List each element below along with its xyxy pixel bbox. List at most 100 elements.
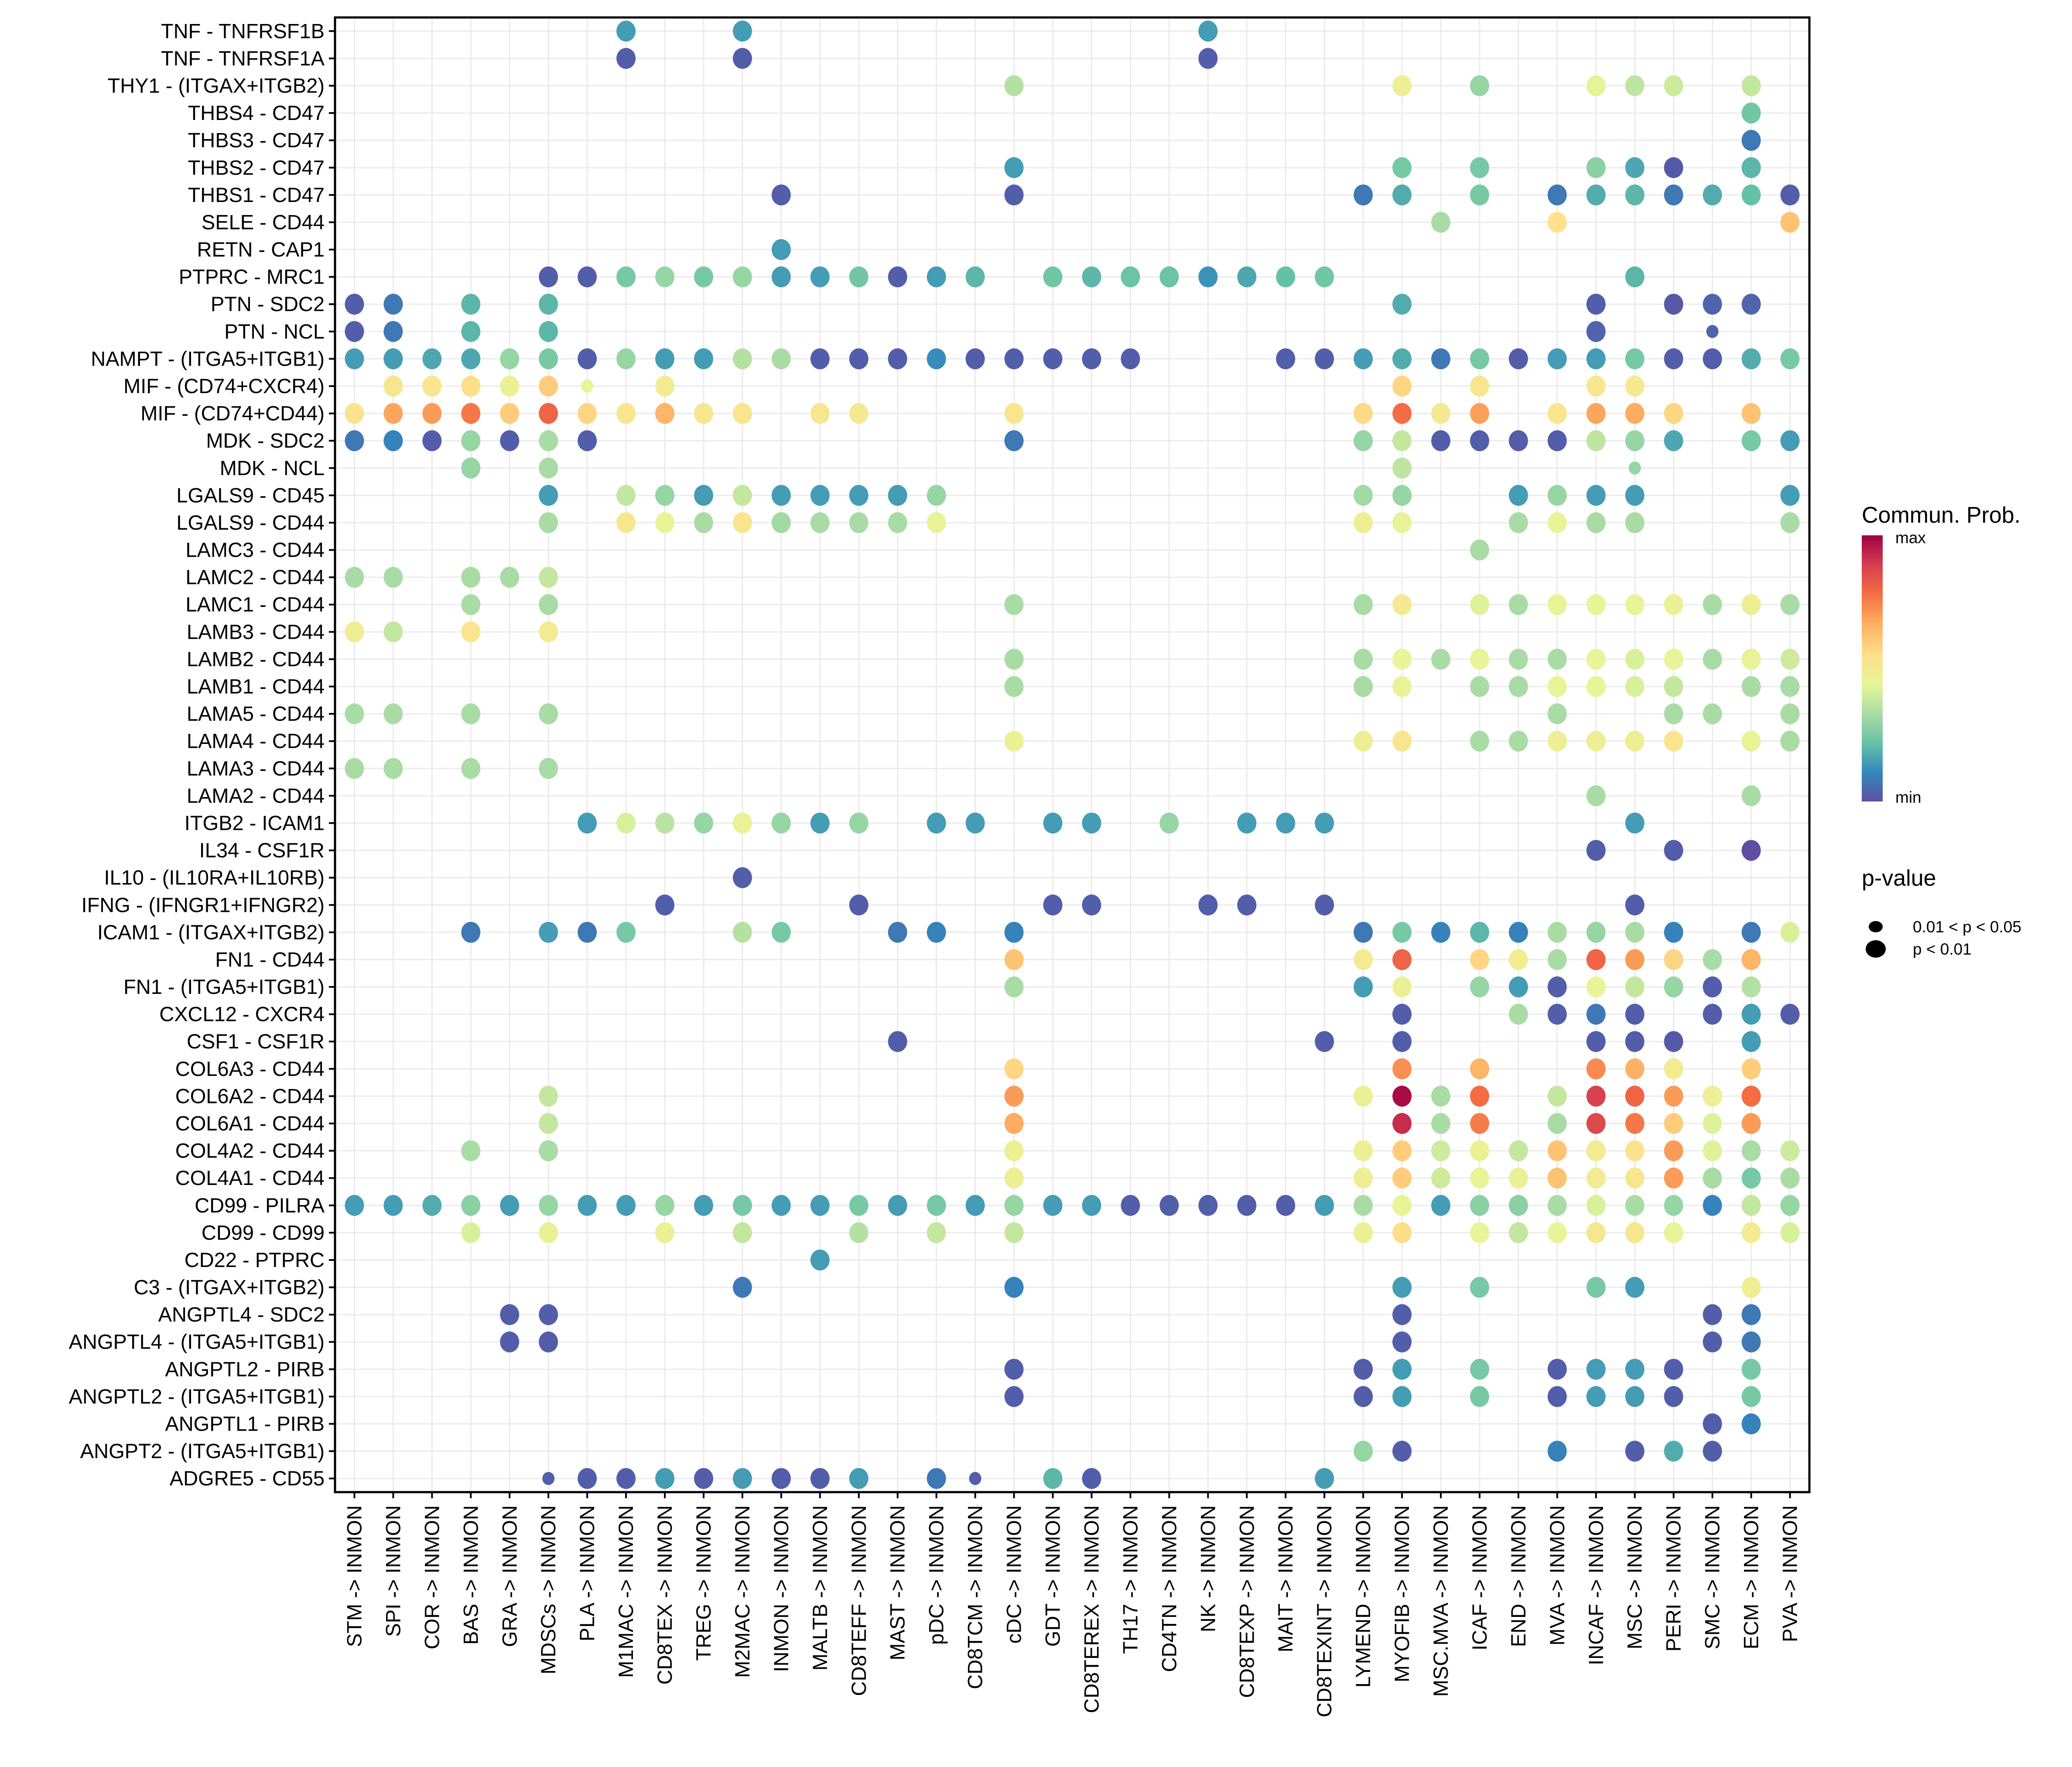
data-point (849, 1468, 868, 1489)
data-point (1741, 1031, 1761, 1052)
data-point (1508, 512, 1528, 533)
data-point (1392, 1003, 1412, 1025)
x-tick-label: cDC -> INMON (1002, 1505, 1026, 1644)
data-point (1586, 430, 1606, 452)
data-point (655, 812, 675, 834)
x-tick-label: CD8TEX -> INMON (653, 1505, 676, 1685)
data-point (732, 403, 752, 424)
size-legend-title: p-value (1862, 866, 1936, 891)
data-point (1625, 1086, 1645, 1107)
data-point (1586, 949, 1606, 970)
data-point (849, 403, 868, 424)
data-point (1780, 1003, 1800, 1025)
data-point (539, 376, 558, 397)
data-point (1780, 703, 1800, 725)
data-point (1741, 594, 1761, 615)
y-tick-label: THBS2 - CD47 (188, 156, 325, 179)
data-point (383, 703, 403, 725)
data-point (771, 921, 791, 943)
data-point (771, 485, 791, 506)
data-point (1004, 1113, 1024, 1134)
y-tick-label: THBS1 - CD47 (188, 183, 325, 206)
data-point (1586, 1113, 1606, 1134)
x-tick-label: GRA -> INMON (498, 1505, 521, 1647)
data-point (1198, 1195, 1218, 1216)
size-legend-large-dot (1866, 940, 1886, 958)
data-point (1780, 648, 1800, 670)
data-point (1664, 294, 1683, 315)
y-tick-label: C3 - (ITGAX+ITGB2) (134, 1276, 325, 1299)
data-point (1004, 1058, 1024, 1079)
data-point (1625, 1003, 1645, 1025)
data-point (1159, 1195, 1179, 1216)
data-point (1625, 1031, 1645, 1052)
data-point (1741, 1113, 1761, 1134)
data-point (1392, 403, 1412, 424)
data-point (1470, 1359, 1489, 1380)
data-point (1664, 75, 1683, 96)
data-point (1664, 1140, 1683, 1161)
data-point (1004, 403, 1024, 424)
data-point (655, 1222, 675, 1243)
x-tick-label: ECM -> INMON (1740, 1505, 1763, 1649)
data-point (1315, 1468, 1334, 1489)
y-tick-label: PTN - NCL (224, 320, 325, 343)
data-point (1664, 921, 1683, 943)
data-point (1547, 1140, 1567, 1161)
data-point (1392, 430, 1412, 452)
data-point (810, 348, 830, 370)
data-point (1431, 921, 1450, 943)
data-point (1586, 157, 1606, 178)
data-point (1625, 485, 1645, 506)
data-point (1237, 266, 1257, 288)
data-point (771, 1195, 791, 1216)
data-point (1703, 1331, 1722, 1353)
y-tick-label: ITGB2 - ICAM1 (185, 811, 325, 834)
data-point (1004, 1195, 1024, 1216)
data-point (461, 348, 481, 370)
data-point (1004, 1222, 1024, 1243)
data-point (1741, 976, 1761, 998)
data-point (1741, 1222, 1761, 1243)
data-point (1508, 1195, 1528, 1216)
data-point (655, 1468, 675, 1489)
data-point (888, 348, 907, 370)
data-point (1741, 1386, 1761, 1407)
data-point (1508, 648, 1528, 670)
data-point (1547, 676, 1567, 697)
data-point (1470, 539, 1489, 561)
y-tick-label: PTPRC - MRC1 (179, 265, 325, 288)
data-point (1547, 184, 1567, 205)
data-point (810, 512, 830, 533)
data-point (1741, 648, 1761, 670)
x-tick-label: M1MAC -> INMON (614, 1505, 637, 1678)
y-tick-label: IL10 - (IL10RA+IL10RB) (104, 866, 325, 889)
data-point (1547, 1359, 1567, 1380)
data-point (1664, 1386, 1683, 1407)
data-point (500, 1304, 520, 1325)
data-point (1780, 1195, 1800, 1216)
data-point (732, 1195, 752, 1216)
y-tick-label: IL34 - CSF1R (199, 839, 325, 862)
data-point (1004, 184, 1024, 205)
y-axis: TNF - TNFRSF1B TNF - TNFRSF1A THY1 - (ITGA… (69, 19, 335, 1490)
data-point (965, 266, 985, 288)
data-point (1392, 1086, 1412, 1107)
data-point (655, 512, 675, 533)
y-tick-label: IFNG - (IFNGR1+IFNGR2) (82, 893, 325, 916)
size-legend-large-label: p < 0.01 (1913, 940, 1972, 958)
x-tick-label: MYOFIB -> INMON (1390, 1505, 1413, 1682)
data-point (539, 1304, 558, 1325)
data-point (461, 321, 481, 342)
data-point (1780, 921, 1800, 943)
data-point (655, 894, 675, 916)
x-tick-label: MSC.MVA -> INMON (1429, 1505, 1452, 1697)
data-point (655, 376, 675, 397)
data-point (1625, 648, 1645, 670)
data-point (1664, 676, 1683, 697)
y-tick-label: CD99 - CD99 (202, 1221, 325, 1244)
data-point (810, 1195, 830, 1216)
data-point (1470, 594, 1489, 615)
x-tick-label: CD8TEXP -> INMON (1235, 1505, 1258, 1698)
